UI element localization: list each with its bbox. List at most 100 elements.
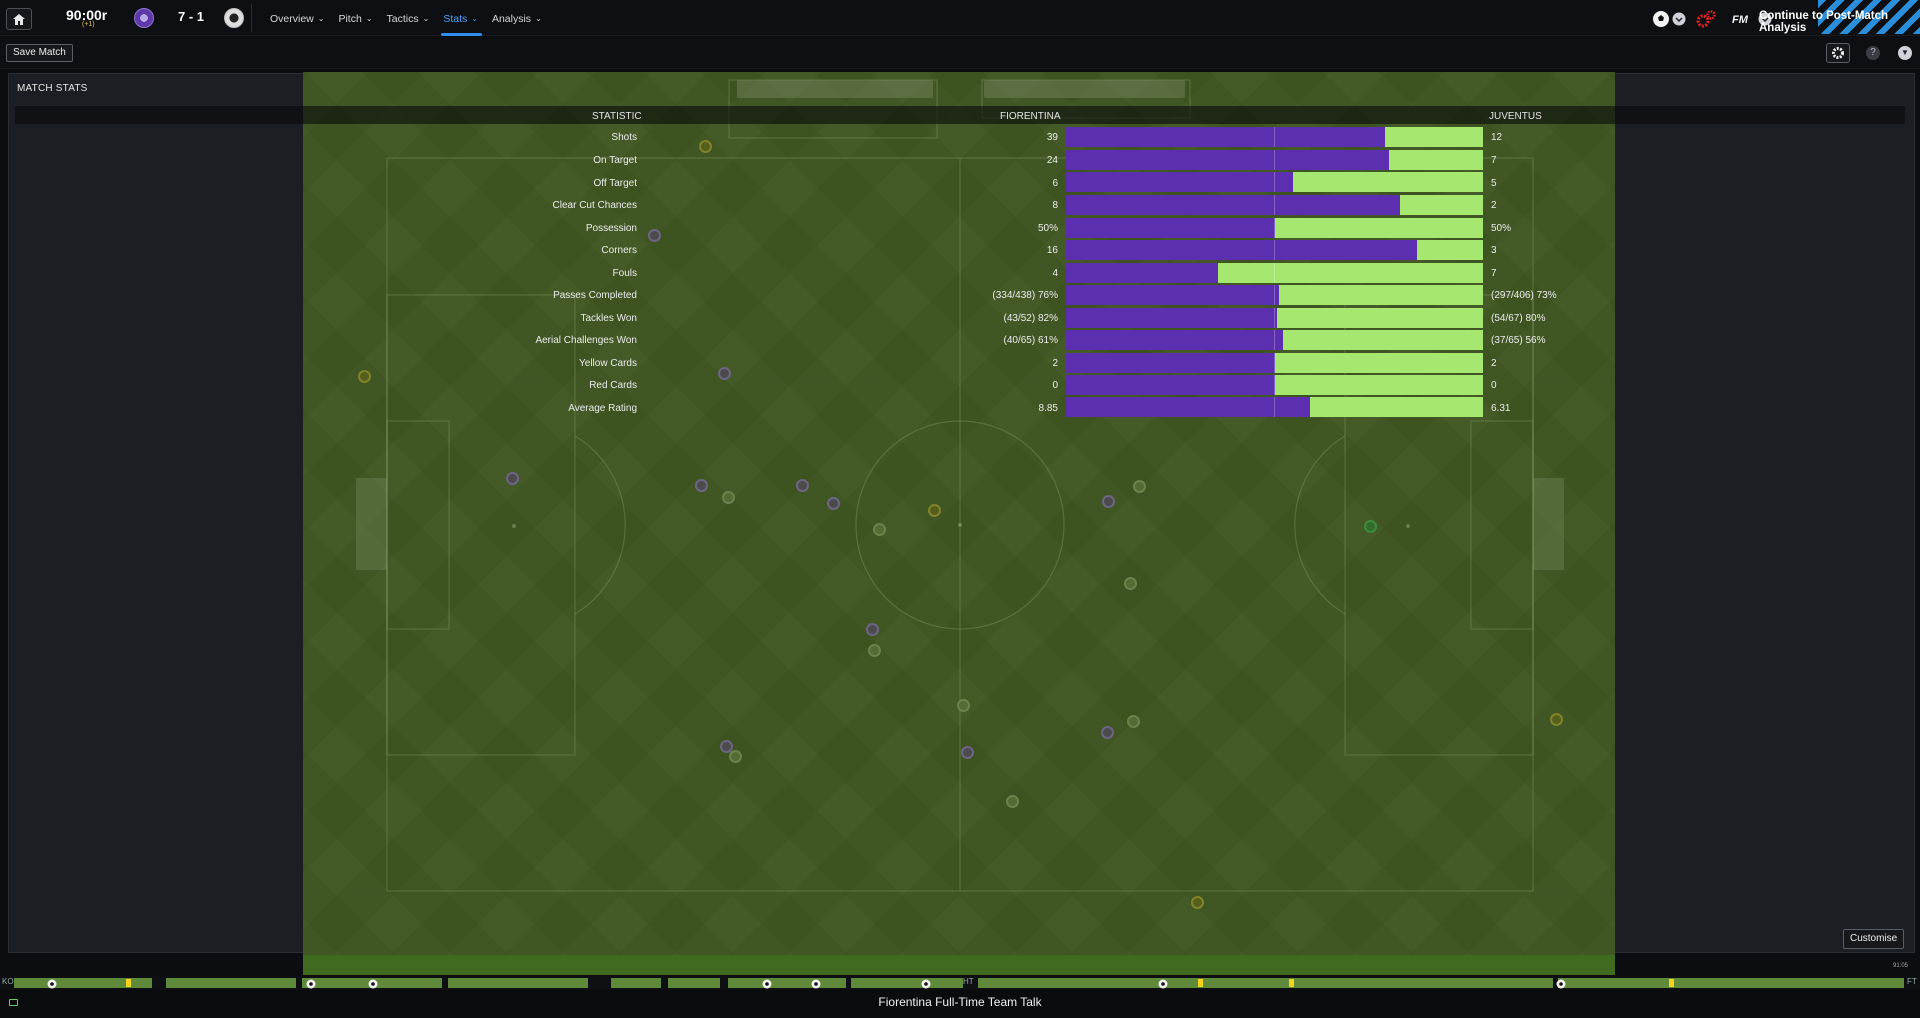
- column-header-away: JUVENTUS: [1489, 111, 1542, 122]
- juventus-crest-icon[interactable]: [224, 8, 244, 28]
- goal-ball-icon[interactable]: [47, 979, 57, 989]
- stat-home-value: 6: [1052, 178, 1058, 189]
- match-icons: FM: [1652, 9, 1772, 29]
- column-header-home: FIORENTINA: [1000, 111, 1061, 122]
- main-nav: Overview ⌄ Pitch ⌄ Tactics ⌄ Stats ⌄ Analysi…: [264, 0, 550, 36]
- tab-analysis[interactable]: Analysis ⌄: [486, 0, 550, 36]
- player-marker: [873, 523, 886, 536]
- goal-ball-icon[interactable]: [811, 979, 821, 989]
- goal-ball-icon[interactable]: [1556, 979, 1566, 989]
- player-marker: [928, 504, 941, 517]
- screen-icon[interactable]: [9, 999, 18, 1006]
- continue-stripes: [1818, 0, 1920, 34]
- stat-home-value: 50%: [1037, 223, 1058, 234]
- stat-home-value: 39: [1046, 132, 1058, 143]
- stat-away-value: 0: [1491, 380, 1497, 391]
- yellow-card-icon[interactable]: [1198, 979, 1203, 987]
- player-marker: [722, 491, 735, 504]
- player-marker: [868, 644, 881, 657]
- stat-bar: [1066, 240, 1483, 260]
- home-share-fill: [1066, 172, 1294, 192]
- goal-ball-icon[interactable]: [306, 979, 316, 989]
- stat-away-value: 2: [1491, 358, 1497, 369]
- home-icon: [13, 13, 25, 25]
- stat-away-value: 3: [1491, 245, 1497, 256]
- player-marker: [695, 479, 708, 492]
- tab-label: Pitch: [338, 13, 362, 25]
- timeline-segment: [611, 978, 661, 988]
- stat-away-value: 6.31: [1491, 403, 1511, 414]
- stat-home-value: 24: [1046, 155, 1058, 166]
- player-marker: [961, 746, 974, 759]
- bar-midline: [1274, 375, 1275, 395]
- team-talk-button[interactable]: Fiorentina Full-Time Team Talk: [878, 995, 1042, 1009]
- home-share-fill: [1066, 375, 1275, 395]
- player-marker: [729, 750, 742, 763]
- goal-ball-icon[interactable]: [368, 979, 378, 989]
- stat-away-value: 5: [1491, 178, 1497, 189]
- chevron-down-icon[interactable]: ▼: [1898, 46, 1912, 60]
- fiorentina-crest-icon[interactable]: [134, 8, 154, 28]
- match-clock: 90:00r: [66, 7, 108, 23]
- tab-pitch[interactable]: Pitch ⌄: [332, 0, 380, 36]
- bar-midline: [1274, 285, 1275, 305]
- goal-ball-icon[interactable]: [1158, 979, 1168, 989]
- yellow-card-icon[interactable]: [1669, 979, 1674, 987]
- bar-midline: [1274, 172, 1275, 192]
- bar-midline: [1274, 218, 1275, 238]
- player-marker: [796, 479, 809, 492]
- settings-button[interactable]: [1826, 43, 1850, 63]
- save-match-button[interactable]: Save Match: [6, 44, 73, 62]
- stat-home-value: 4: [1052, 268, 1058, 279]
- match-time-small: 91:05: [1893, 963, 1909, 969]
- tab-label: Analysis: [491, 13, 532, 25]
- chevron-down-icon[interactable]: [1672, 12, 1686, 26]
- timeline-segment: [166, 978, 296, 988]
- stat-away-value: 7: [1491, 268, 1497, 279]
- customise-button[interactable]: Customise: [1843, 929, 1905, 949]
- player-marker: [648, 229, 661, 242]
- chevron-down-icon[interactable]: [1758, 12, 1772, 26]
- ball-icon[interactable]: [1652, 10, 1670, 28]
- home-share-fill: [1066, 285, 1279, 305]
- continue-button[interactable]: Continue to Post-Match Analysis: [1759, 10, 1889, 34]
- home-share-fill: [1066, 263, 1218, 283]
- timeline-segment: [728, 978, 846, 988]
- stat-bar: [1066, 330, 1483, 350]
- player-marker: [358, 370, 371, 383]
- stat-home-value: 2: [1052, 358, 1058, 369]
- bar-midline: [1274, 330, 1275, 350]
- tab-label: Tactics: [386, 13, 419, 25]
- player-marker: [1133, 480, 1146, 493]
- stat-bar: [1066, 375, 1483, 395]
- top-bar: 90:00r (+1) 7 - 1 Overview ⌄ Pitch ⌄ Tacti…: [0, 0, 1920, 36]
- goal-ball-icon[interactable]: [762, 979, 772, 989]
- tab-tactics[interactable]: Tactics ⌄: [381, 0, 438, 36]
- player-marker: [827, 497, 840, 510]
- stat-bar: [1066, 285, 1483, 305]
- yellow-card-icon[interactable]: [126, 979, 131, 987]
- stat-away-value: (54/67) 80%: [1491, 313, 1546, 324]
- timeline-segment: [668, 978, 720, 988]
- stat-bar: [1066, 172, 1483, 192]
- home-button[interactable]: [6, 8, 32, 30]
- tab-overview[interactable]: Overview ⌄: [264, 0, 332, 36]
- home-share-fill: [1066, 218, 1275, 238]
- stat-home-value: 8: [1052, 200, 1058, 211]
- home-share-fill: [1066, 308, 1277, 328]
- stat-bar: [1066, 353, 1483, 373]
- stat-bar: [1066, 195, 1483, 215]
- goal-ball-icon[interactable]: [921, 979, 931, 989]
- player-marker: [1102, 495, 1115, 508]
- bar-midline: [1274, 263, 1275, 283]
- player-marker: [1006, 795, 1019, 808]
- help-icon[interactable]: ?: [1866, 46, 1880, 60]
- timeline-halftime-label: HT: [963, 977, 974, 986]
- player-marker: [1127, 715, 1140, 728]
- gears-icon[interactable]: [1696, 10, 1716, 28]
- fm-logo-icon: FM: [1732, 14, 1749, 26]
- yellow-card-icon[interactable]: [1289, 979, 1294, 987]
- tab-stats[interactable]: Stats ⌄: [437, 0, 486, 36]
- timeline-segment: [14, 978, 152, 988]
- bar-midline: [1274, 397, 1275, 417]
